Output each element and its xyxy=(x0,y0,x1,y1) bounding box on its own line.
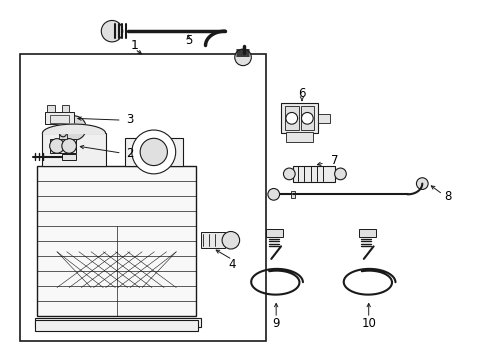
Bar xyxy=(285,107,298,130)
Circle shape xyxy=(101,21,122,42)
Bar xyxy=(61,105,69,112)
Bar xyxy=(35,318,200,327)
Bar xyxy=(50,116,69,123)
Bar xyxy=(290,191,294,198)
Bar xyxy=(293,166,334,182)
Bar xyxy=(20,54,266,341)
Text: 5: 5 xyxy=(184,34,192,48)
Bar xyxy=(38,166,195,316)
Text: 3: 3 xyxy=(126,113,133,126)
Bar xyxy=(59,134,66,139)
Bar xyxy=(35,320,198,330)
Text: 6: 6 xyxy=(298,87,305,100)
Bar xyxy=(285,132,312,142)
Bar xyxy=(45,112,74,125)
Circle shape xyxy=(61,139,76,153)
Circle shape xyxy=(60,130,66,137)
Bar xyxy=(358,229,375,237)
Circle shape xyxy=(285,112,297,124)
Bar xyxy=(281,103,317,134)
Circle shape xyxy=(234,49,251,66)
Text: 8: 8 xyxy=(444,190,451,203)
Bar xyxy=(50,139,76,153)
Polygon shape xyxy=(42,124,105,134)
Circle shape xyxy=(283,168,295,180)
Text: 2: 2 xyxy=(126,147,134,159)
Circle shape xyxy=(132,130,175,174)
Bar xyxy=(124,138,183,166)
Circle shape xyxy=(334,168,346,180)
Text: 4: 4 xyxy=(228,258,236,271)
Circle shape xyxy=(416,178,427,189)
Circle shape xyxy=(267,189,279,200)
Bar xyxy=(301,107,313,130)
Text: 7: 7 xyxy=(330,154,338,167)
Bar xyxy=(317,114,329,123)
Text: 9: 9 xyxy=(272,317,279,330)
Bar xyxy=(61,154,76,159)
Bar xyxy=(47,105,55,112)
Bar xyxy=(266,229,283,237)
Text: 10: 10 xyxy=(361,317,375,330)
Bar xyxy=(42,134,105,166)
Circle shape xyxy=(140,138,167,166)
Circle shape xyxy=(61,116,86,140)
Text: 1: 1 xyxy=(131,39,139,52)
Circle shape xyxy=(301,112,312,124)
Circle shape xyxy=(50,139,64,153)
Circle shape xyxy=(222,231,239,249)
Bar xyxy=(200,232,224,248)
